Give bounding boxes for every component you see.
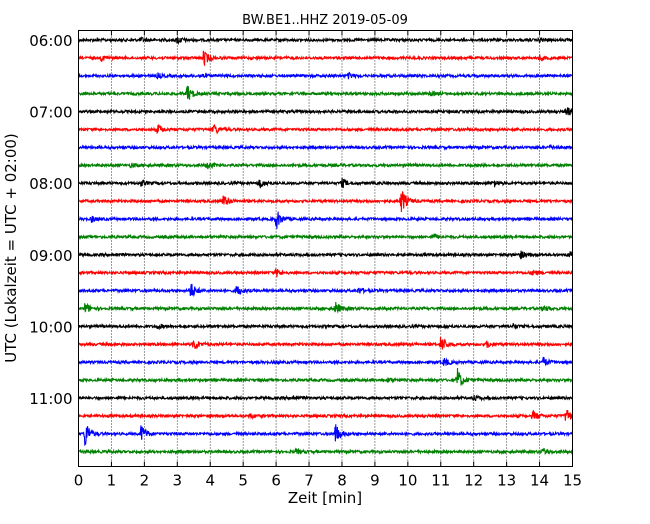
x-tick-label: 13 xyxy=(497,472,516,490)
trace-11:00 xyxy=(78,394,574,402)
trace-08:45 xyxy=(77,233,573,241)
trace-06:30 xyxy=(77,71,574,80)
y-tick-label: 11:00 xyxy=(29,390,72,408)
x-tick-label: 15 xyxy=(563,472,582,490)
x-tick-label: 12 xyxy=(464,472,483,490)
trace-layer xyxy=(77,36,574,456)
chart-title: BW.BE1..HHZ 2019-05-09 xyxy=(242,13,408,28)
x-tick-label: 11 xyxy=(431,472,450,490)
trace-09:30 xyxy=(77,283,573,298)
trace-06:45 xyxy=(78,85,574,100)
trace-11:30 xyxy=(78,424,574,447)
trace-06:15 xyxy=(77,50,574,67)
trace-09:00 xyxy=(78,250,573,260)
trace-07:15 xyxy=(78,124,573,135)
x-tick-label: 7 xyxy=(304,472,314,490)
x-axis-label: Zeit [min] xyxy=(288,489,362,507)
trace-08:00 xyxy=(77,177,574,189)
trace-09:15 xyxy=(77,268,573,278)
trace-08:15 xyxy=(77,191,573,212)
tick-layer: 0 1 2 3 4 5 6 7 8 9 10 11 12 13 14 1506:0007:0008:0009:… xyxy=(29,30,582,490)
trace-10:00 xyxy=(78,322,573,331)
trace-06:00 xyxy=(77,36,574,46)
trace-10:30 xyxy=(78,356,573,366)
x-tick-label: 9 xyxy=(370,472,380,490)
x-tick-label: 2 xyxy=(140,472,150,490)
x-tick-label: 14 xyxy=(530,472,549,490)
trace-08:30 xyxy=(78,211,574,229)
x-tick-label: 6 xyxy=(271,472,281,490)
trace-10:15 xyxy=(78,336,573,350)
y-tick-label: 09:00 xyxy=(29,247,72,265)
trace-11:45 xyxy=(78,447,573,456)
x-tick-label: 8 xyxy=(337,472,347,490)
x-tick-label: 3 xyxy=(173,472,183,490)
plot-frame xyxy=(78,30,573,467)
trace-09:45 xyxy=(78,302,574,314)
x-tick-label: 5 xyxy=(238,472,248,490)
trace-07:30 xyxy=(78,143,574,151)
trace-07:45 xyxy=(77,161,573,170)
y-tick-label: 06:00 xyxy=(29,32,72,50)
grid-layer xyxy=(111,30,540,467)
trace-11:15 xyxy=(78,409,574,421)
x-tick-label: 0 xyxy=(74,472,84,490)
y-tick-label: 10:00 xyxy=(29,318,72,336)
y-axis-label: UTC (Lokalzeit = UTC + 02:00) xyxy=(2,133,20,363)
x-tick-label: 1 xyxy=(107,472,117,490)
y-tick-label: 07:00 xyxy=(29,104,72,122)
x-tick-label: 4 xyxy=(205,472,215,490)
x-tick-label: 10 xyxy=(398,472,417,490)
y-tick-label: 08:00 xyxy=(29,175,72,193)
trace-07:00 xyxy=(78,107,574,116)
trace-10:45 xyxy=(77,367,573,386)
